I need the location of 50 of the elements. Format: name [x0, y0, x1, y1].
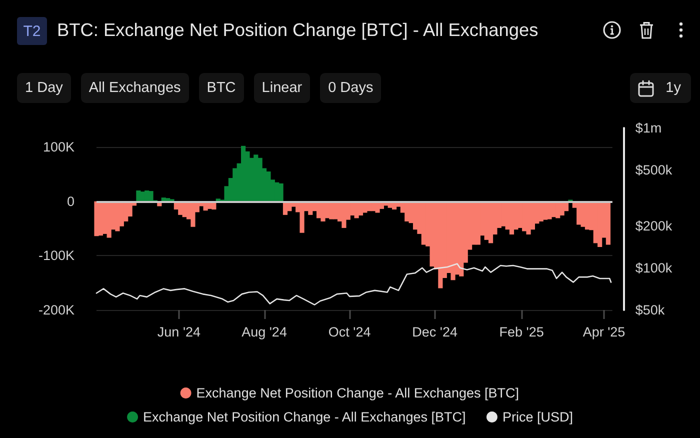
y2-tick-label: $1m	[635, 120, 662, 136]
option-button: All Exchanges	[80, 73, 189, 103]
bar	[278, 183, 284, 202]
bar	[274, 182, 280, 202]
y2-tick-label: $100k	[635, 260, 672, 276]
y-tick-label: -200K	[38, 302, 74, 318]
bar	[580, 201, 586, 227]
bar	[102, 201, 108, 234]
bar	[115, 201, 120, 232]
x-tick-label: Aug '24	[242, 324, 288, 340]
bar	[148, 191, 154, 202]
bar	[136, 190, 141, 202]
bar	[547, 201, 552, 220]
option-button: Linear	[254, 73, 310, 103]
legend-label: Price [USD]	[502, 410, 573, 424]
bar	[404, 201, 410, 222]
y2-tick-label: $500k	[635, 162, 672, 178]
y2-tick-label: $200k	[635, 218, 672, 234]
bar	[254, 154, 258, 202]
y-tick-label: -100K	[38, 248, 74, 264]
bar	[526, 201, 531, 234]
x-tick-label: Jun '24	[157, 324, 202, 340]
option-button: 0 Days	[320, 73, 382, 103]
bar	[329, 201, 334, 220]
bar	[450, 201, 456, 280]
chart-title: BTC: Exchange Net Position Change [BTC] - All Exchanges	[57, 20, 538, 41]
legend-label: Exchange Net Position Change - All Exchanges [BTC]	[196, 386, 519, 400]
bar	[438, 201, 443, 288]
badge: T2	[17, 17, 47, 45]
bar	[606, 201, 611, 245]
y2-tick-label: $50k	[635, 302, 665, 318]
bar	[430, 201, 434, 267]
bar	[266, 171, 271, 202]
x-tick-label: Oct '24	[328, 324, 372, 340]
option-button: BTC	[198, 73, 244, 103]
option-button: 1 Day	[17, 73, 71, 103]
bar	[320, 201, 326, 222]
bar	[190, 201, 196, 227]
y-tick-label: 0	[66, 194, 74, 209]
x-tick-label: Apr '25	[582, 324, 626, 340]
x-tick-label: Dec '24	[412, 324, 458, 340]
bar	[342, 201, 346, 228]
x-tick-label: Feb '25	[499, 324, 544, 340]
line-series	[96, 263, 612, 306]
y-tick-label: 100K	[42, 140, 74, 155]
bar	[94, 201, 99, 236]
bar	[459, 201, 464, 276]
legend-label: Exchange Net Position Change - All Exchanges [BTC]	[143, 410, 466, 424]
option-button: 1y	[630, 73, 691, 103]
bar	[300, 201, 304, 233]
